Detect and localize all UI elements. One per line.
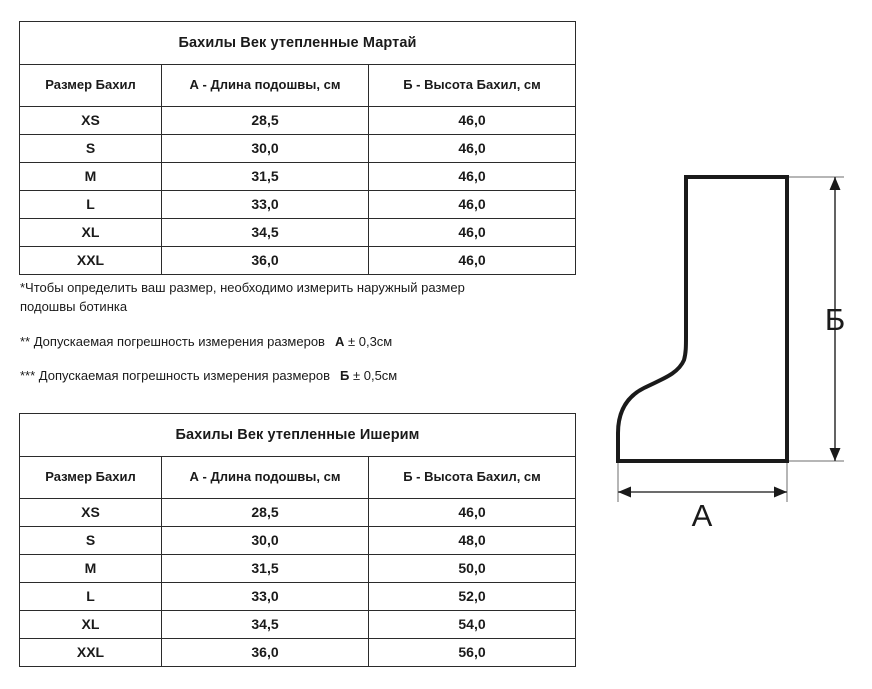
column-header-height: Б - Высота Бахил, см bbox=[368, 64, 576, 107]
cell-size: XL bbox=[19, 610, 162, 639]
cell-height: 50,0 bbox=[368, 554, 576, 583]
footnote-tolerance-b-symbol: Б bbox=[340, 367, 350, 383]
cell-length: 34,5 bbox=[161, 218, 369, 247]
boot-outline-shape bbox=[616, 175, 789, 463]
size-table-marty: Бахилы Век утепленные Мартай Размер Бахи… bbox=[19, 21, 576, 275]
table-row: XXL 36,0 46,0 bbox=[19, 246, 576, 275]
footnote-tolerance-b: *** Допускаемая погрешность измерения ра… bbox=[20, 367, 565, 386]
cell-height: 56,0 bbox=[368, 638, 576, 667]
footnotes: *Чтобы определить ваш размер, необходимо… bbox=[20, 279, 565, 385]
table-row: XS 28,5 46,0 bbox=[19, 106, 576, 135]
table-row: L 33,0 46,0 bbox=[19, 190, 576, 219]
cell-length: 31,5 bbox=[161, 162, 369, 191]
cell-height: 46,0 bbox=[368, 498, 576, 527]
cell-length: 34,5 bbox=[161, 610, 369, 639]
footnote-tolerance-b-value: ± 0,5см bbox=[352, 367, 398, 383]
footnote-tolerance-b-text: *** Допускаемая погрешность измерения ра… bbox=[20, 367, 331, 383]
cell-height: 46,0 bbox=[368, 246, 576, 275]
footnote-tolerance-a-value: ± 0,3см bbox=[347, 333, 393, 349]
height-dimension-arrow bbox=[829, 177, 841, 461]
table-row: S 30,0 48,0 bbox=[19, 526, 576, 555]
cell-size: XL bbox=[19, 218, 162, 247]
cell-length: 28,5 bbox=[161, 498, 369, 527]
cell-height: 46,0 bbox=[368, 218, 576, 247]
table-header-row: Размер Бахил А - Длина подошвы, см Б - В… bbox=[19, 456, 576, 499]
table-title: Бахилы Век утепленные Мартай bbox=[19, 21, 576, 65]
cell-height: 52,0 bbox=[368, 582, 576, 611]
footnote-tolerance-a: ** Допускаемая погрешность измерения раз… bbox=[20, 333, 565, 352]
cell-height: 46,0 bbox=[368, 134, 576, 163]
cell-size: M bbox=[19, 554, 162, 583]
table-title: Бахилы Век утепленные Ишерим bbox=[19, 413, 576, 457]
cell-size: XXL bbox=[19, 638, 162, 667]
table-row: XL 34,5 46,0 bbox=[19, 218, 576, 247]
cell-length: 36,0 bbox=[161, 246, 369, 275]
boot-measurement-diagram: Б А bbox=[596, 160, 866, 530]
cell-height: 48,0 bbox=[368, 526, 576, 555]
table-row: S 30,0 46,0 bbox=[19, 134, 576, 163]
column-header-size: Размер Бахил bbox=[19, 64, 162, 107]
length-dimension-label: А bbox=[692, 498, 713, 530]
cell-length: 28,5 bbox=[161, 106, 369, 135]
table-row: XXL 36,0 56,0 bbox=[19, 638, 576, 667]
cell-height: 46,0 bbox=[368, 190, 576, 219]
cell-size: XXL bbox=[19, 246, 162, 275]
footnote-tolerance-a-symbol: А bbox=[334, 333, 345, 349]
cell-size: XS bbox=[19, 106, 162, 135]
cell-size: L bbox=[19, 582, 162, 611]
cell-size: S bbox=[19, 526, 162, 555]
table-row: M 31,5 46,0 bbox=[19, 162, 576, 191]
table-row: L 33,0 52,0 bbox=[19, 582, 576, 611]
cell-height: 46,0 bbox=[368, 106, 576, 135]
cell-size: M bbox=[19, 162, 162, 191]
column-header-length: А - Длина подошвы, см bbox=[161, 456, 369, 499]
cell-height: 54,0 bbox=[368, 610, 576, 639]
table-title-row: Бахилы Век утепленные Мартай bbox=[19, 21, 576, 65]
column-header-size: Размер Бахил bbox=[19, 456, 162, 499]
footnote-measure: *Чтобы определить ваш размер, необходимо… bbox=[20, 279, 565, 317]
table-row: XS 28,5 46,0 bbox=[19, 498, 576, 527]
cell-size: L bbox=[19, 190, 162, 219]
column-header-height: Б - Высота Бахил, см bbox=[368, 456, 576, 499]
column-header-length: А - Длина подошвы, см bbox=[161, 64, 369, 107]
cell-size: XS bbox=[19, 498, 162, 527]
table-row: XL 34,5 54,0 bbox=[19, 610, 576, 639]
size-table-isherim: Бахилы Век утепленные Ишерим Размер Бахи… bbox=[19, 413, 576, 667]
table-title-row: Бахилы Век утепленные Ишерим bbox=[19, 413, 576, 457]
cell-size: S bbox=[19, 134, 162, 163]
length-dimension-arrow bbox=[618, 486, 787, 498]
cell-length: 30,0 bbox=[161, 526, 369, 555]
table-header-row: Размер Бахил А - Длина подошвы, см Б - В… bbox=[19, 64, 576, 107]
cell-length: 33,0 bbox=[161, 582, 369, 611]
cell-length: 30,0 bbox=[161, 134, 369, 163]
table-row: M 31,5 50,0 bbox=[19, 554, 576, 583]
cell-height: 46,0 bbox=[368, 162, 576, 191]
footnote-tolerance-a-text: ** Допускаемая погрешность измерения раз… bbox=[20, 333, 325, 349]
cell-length: 36,0 bbox=[161, 638, 369, 667]
cell-length: 31,5 bbox=[161, 554, 369, 583]
footnote-measure-line2: подошвы ботинка bbox=[20, 298, 128, 314]
footnote-measure-line1: *Чтобы определить ваш размер, необходимо… bbox=[20, 280, 465, 295]
cell-length: 33,0 bbox=[161, 190, 369, 219]
height-dimension-label: Б bbox=[825, 302, 845, 337]
